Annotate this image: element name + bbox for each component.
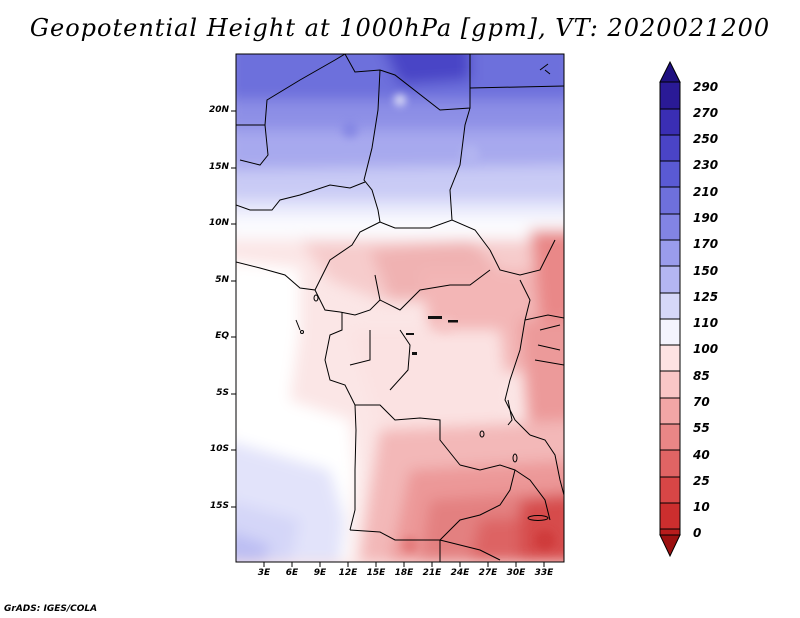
height-field bbox=[236, 54, 564, 562]
x-tick-label: 9E bbox=[313, 568, 327, 578]
x-tick-label: 15E bbox=[366, 568, 386, 578]
x-tick-label: 24E bbox=[450, 568, 470, 578]
colorbar-label: 170 bbox=[693, 237, 719, 251]
colorbar-label: 40 bbox=[693, 448, 710, 462]
x-tick-label: 6E bbox=[285, 568, 299, 578]
y-tick-label: 5N bbox=[215, 275, 229, 285]
x-tick-label: 27E bbox=[478, 568, 498, 578]
colorbar-label: 0 bbox=[693, 526, 702, 540]
colorbar-label: 250 bbox=[693, 132, 719, 146]
x-tick-label: 12E bbox=[338, 568, 358, 578]
map-frame bbox=[235, 53, 565, 563]
colorbar-label: 25 bbox=[693, 474, 710, 488]
x-tick-label: 18E bbox=[394, 568, 414, 578]
y-tick-label: EQ bbox=[215, 331, 229, 341]
y-tick-label: 20N bbox=[208, 105, 229, 115]
colorbar-label: 190 bbox=[693, 211, 719, 225]
y-tick-label: 15N bbox=[208, 162, 229, 172]
map-title: Geopotential Height at 1000hPa [gpm], VT… bbox=[29, 14, 771, 42]
y-tick-label: 10S bbox=[209, 444, 229, 454]
colorbar-label: 10 bbox=[693, 500, 710, 514]
x-tick-label: 3E bbox=[257, 568, 271, 578]
colorbar-label: 110 bbox=[693, 316, 719, 330]
grads-credit: GrADS: IGES/COLA bbox=[4, 604, 98, 614]
country-borders bbox=[236, 54, 564, 562]
y-tick-label: 10N bbox=[208, 218, 229, 228]
colorbar-label: 85 bbox=[693, 369, 710, 383]
x-tick-label: 21E bbox=[422, 568, 442, 578]
colorbar-label: 125 bbox=[693, 290, 719, 304]
colorbar bbox=[659, 60, 681, 558]
colorbar-label: 290 bbox=[693, 80, 719, 94]
colorbar-label: 230 bbox=[693, 158, 719, 172]
colorbar-label: 270 bbox=[693, 106, 719, 120]
colorbar-label: 210 bbox=[693, 185, 719, 199]
colorbar-label: 150 bbox=[693, 264, 719, 278]
colorbar-label: 100 bbox=[693, 342, 719, 356]
y-tick-label: 5S bbox=[216, 388, 229, 398]
y-tick-label: 15S bbox=[209, 501, 229, 511]
x-tick-label: 30E bbox=[506, 568, 526, 578]
colorbar-label: 70 bbox=[693, 395, 710, 409]
x-tick-label: 33E bbox=[534, 568, 554, 578]
colorbar-label: 55 bbox=[693, 421, 710, 435]
axis-ticks bbox=[231, 110, 545, 567]
